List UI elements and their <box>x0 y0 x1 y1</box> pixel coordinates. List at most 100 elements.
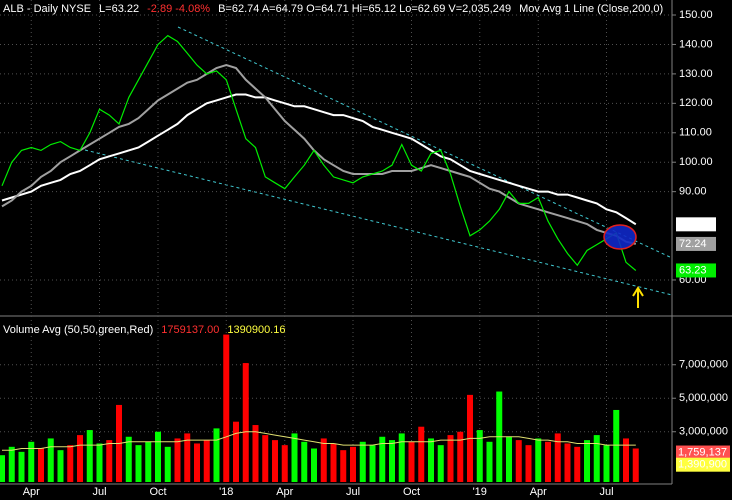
volume-bar <box>447 435 454 482</box>
volume-bar <box>301 441 308 482</box>
series-line <box>1 34 637 271</box>
volume-bar <box>155 431 161 482</box>
volume-bar <box>330 443 337 482</box>
volume-bar <box>340 450 347 482</box>
header-part: B=62.74 A=64.79 O=64.71 Hi=65.12 Lo=62.6… <box>218 3 511 15</box>
volume-bar <box>554 433 561 482</box>
x-tick-label: Apr <box>276 486 293 498</box>
series-line <box>1 64 637 245</box>
volume-bar <box>486 441 493 482</box>
header-part: 1390900.16 <box>227 324 285 336</box>
volume-bar <box>506 436 512 482</box>
volume-bar <box>437 445 444 482</box>
volume-bar <box>515 440 522 482</box>
volume-bar <box>194 443 200 482</box>
volume-bar <box>623 438 629 482</box>
y-tick-label: 100.00 <box>679 156 713 168</box>
header: Volume Avg (50,50,green,Red) 1759137.00 13… <box>3 324 285 336</box>
y-tick-label: 5,000,000 <box>679 392 728 404</box>
value-label-box <box>676 263 716 278</box>
volume-bar <box>603 445 610 482</box>
volume-bar <box>525 445 532 482</box>
volume-average <box>2 431 636 451</box>
value-label: 72.24 <box>679 238 707 250</box>
volume-bar <box>125 436 132 482</box>
volume-bar <box>213 428 220 482</box>
y-tick-label: 90.00 <box>679 186 707 198</box>
volume-bar <box>0 455 5 482</box>
volume-bar <box>145 441 152 482</box>
volume-bar <box>408 441 415 482</box>
x-tick-label: Oct <box>149 486 166 498</box>
volume-bar <box>262 435 269 482</box>
header-part: Mov Avg 1 Line (Close,200,0) <box>519 3 663 15</box>
volume-bar <box>106 440 113 482</box>
highlight-ellipse <box>603 224 637 250</box>
y-tick-label: 130.00 <box>679 68 713 80</box>
volume-bar <box>574 446 581 482</box>
volume-bar <box>135 445 142 482</box>
volume-bar <box>398 433 405 482</box>
x-tick-label: Apr <box>530 486 547 498</box>
volume-bar <box>67 445 74 482</box>
volume-bar <box>545 441 551 482</box>
volume-bar <box>428 438 434 482</box>
header-part: 1759137.00 <box>161 324 219 336</box>
value-label: 1,759,137 <box>678 446 727 458</box>
header: ALB - Daily NYSE L=63.22 -2.89 -4.08% B=62.… <box>3 3 663 15</box>
volume-bar <box>593 435 600 482</box>
volume-bar <box>418 426 425 482</box>
volume-bar <box>57 450 64 482</box>
arrow <box>632 286 644 308</box>
volume-bar <box>164 446 171 482</box>
volume-bar <box>535 438 542 482</box>
volume-bar <box>311 448 317 482</box>
volume-bar <box>350 446 356 482</box>
x-tick-label: Oct <box>403 486 420 498</box>
header-part: L=63.22 <box>99 3 139 15</box>
volume-bar <box>28 441 35 482</box>
x-tick-label: '18 <box>219 486 233 498</box>
value-label-box <box>676 217 716 232</box>
y-tick-label: 110.00 <box>679 127 712 139</box>
volume-bar <box>47 438 54 482</box>
x-tick-label: Jul <box>92 486 106 498</box>
value-label: 1,390,900 <box>678 459 727 471</box>
value-label-box <box>676 236 716 251</box>
header-part: Volume Avg (50,50,green,Red) <box>3 324 153 336</box>
trend-line <box>84 149 673 296</box>
volume-bar <box>291 433 298 482</box>
volume-bar <box>86 430 93 482</box>
x-tick-label: '19 <box>473 486 487 498</box>
volume-bar <box>389 440 395 482</box>
volume-bar <box>272 440 278 482</box>
trend-line <box>177 26 673 259</box>
x-tick-label: Jul <box>346 486 360 498</box>
value-label: 63.23 <box>679 264 707 276</box>
plots <box>0 0 672 484</box>
volume-bar <box>233 421 239 482</box>
volume-bar <box>457 431 464 482</box>
volume-bar <box>379 436 386 482</box>
volume-bar <box>174 438 181 482</box>
series-line <box>1 93 637 226</box>
volume-bar <box>632 448 639 482</box>
y-tick-label: 140.00 <box>679 38 713 50</box>
volume-bar <box>18 451 25 482</box>
volume-bar <box>564 443 571 482</box>
header-part: ALB - Daily NYSE <box>3 3 91 15</box>
volume-bar <box>613 409 620 482</box>
y-tick-label: 150.00 <box>679 9 713 21</box>
volume-bar <box>223 334 230 482</box>
volume-bar <box>38 448 44 482</box>
volume-bar <box>184 433 191 482</box>
volume-bar <box>203 440 210 482</box>
x-tick-label: Jul <box>599 486 613 498</box>
volume-bar <box>281 445 288 482</box>
x-tick-label: Apr <box>23 486 40 498</box>
volume-bar <box>369 445 376 482</box>
volume-bar <box>359 441 366 482</box>
value-label-box <box>676 457 730 472</box>
volume-bar <box>584 440 590 482</box>
